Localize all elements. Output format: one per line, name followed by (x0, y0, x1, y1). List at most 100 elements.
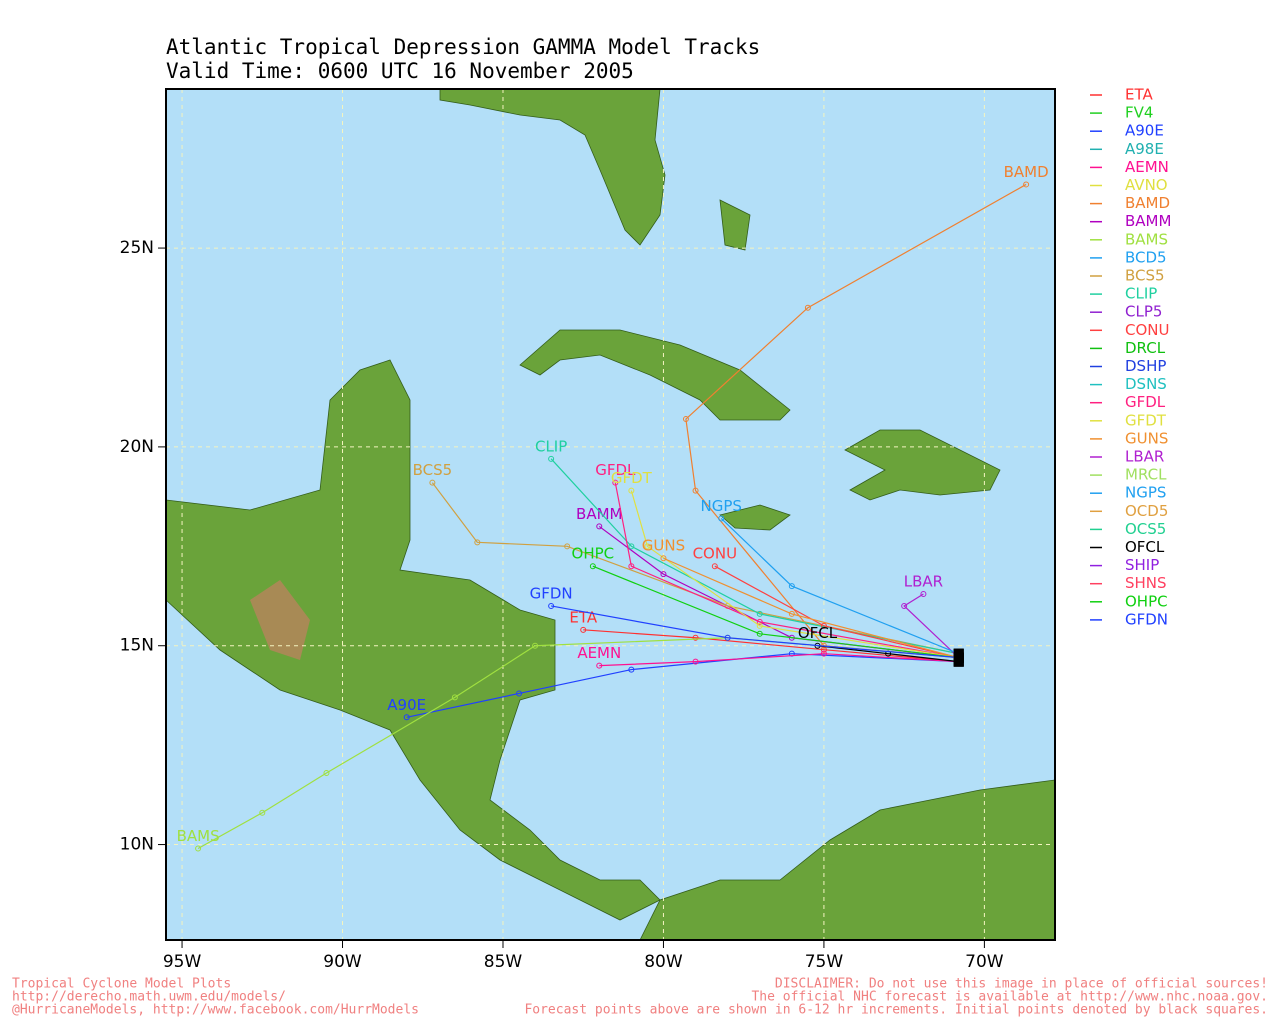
track (406, 653, 959, 718)
forecast-point (756, 630, 763, 637)
legend-label: OCD5 (1125, 502, 1168, 520)
legend-label: BAMM (1125, 212, 1171, 230)
forecast-point (820, 646, 827, 653)
track-label: ETA (569, 608, 597, 626)
forecast-point (1023, 181, 1030, 188)
legend-label: OCS5 (1125, 520, 1166, 538)
legend-label: BCD5 (1125, 248, 1167, 266)
legend-label: DRCL (1125, 339, 1166, 357)
subtitle: Valid Time: 0600 UTC 16 November 2005 (166, 59, 634, 83)
legend-label: AEMN (1125, 158, 1169, 176)
track (614, 482, 959, 659)
initial-point (953, 652, 964, 663)
x-tick-label: 95W (163, 952, 202, 972)
forecast-point (596, 662, 603, 669)
track-label: BAMD (1004, 163, 1049, 181)
forecast-point (660, 571, 667, 578)
forecast-point (711, 563, 718, 570)
legend-label: FV4 (1125, 104, 1153, 122)
track (583, 629, 959, 663)
x-tick-label: 90W (323, 952, 362, 972)
track-label: OHPC (572, 545, 615, 563)
forecast-point (660, 555, 667, 562)
legend-label: OFCL (1125, 538, 1165, 556)
track-label: BAMS (177, 827, 220, 845)
track (551, 605, 959, 659)
legend-label: GFDN (1125, 610, 1168, 628)
forecast-point (580, 626, 587, 633)
x-tick-label: 70W (965, 952, 1004, 972)
legend-label: BAMD (1125, 194, 1170, 212)
footer-right: The official NHC forecast is available a… (751, 990, 1268, 1005)
basemap (166, 89, 1055, 940)
track-label: BAMM (576, 505, 622, 523)
forecast-point (692, 487, 699, 494)
legend-label: AVNO (1125, 176, 1168, 194)
forecast-point (628, 666, 635, 673)
legend-label: NGPS (1125, 484, 1166, 502)
legend-label: A90E (1125, 122, 1164, 140)
track (599, 653, 959, 667)
footer-right: DISCLAIMER: Do not use this image in pla… (775, 977, 1268, 992)
y-tick-label: 20N (120, 437, 154, 457)
track (720, 518, 959, 655)
track-label: GUNS (642, 537, 685, 555)
y-tick-label: 25N (120, 238, 154, 258)
forecast-point (692, 658, 699, 665)
legend-label: MRCL (1125, 466, 1167, 484)
legend-label: CLIP (1125, 285, 1157, 303)
forecast-point (259, 809, 266, 816)
track-label: NGPS (701, 497, 742, 515)
legend-label: SHNS (1125, 574, 1167, 592)
forecast-point (788, 583, 795, 590)
forecast-point (403, 714, 410, 721)
track (431, 482, 959, 655)
forecast-point (820, 622, 827, 629)
forecast-point (804, 304, 811, 311)
forecast-point (718, 515, 725, 522)
forecast-point (612, 479, 619, 486)
legend-label: OHPC (1125, 592, 1168, 610)
legend-label: DSHP (1125, 357, 1166, 375)
forecast-point (820, 650, 827, 657)
legend-label: DSNS (1125, 375, 1167, 393)
forecast-point (756, 622, 763, 629)
forecast-point (564, 543, 571, 550)
forecast-point (682, 416, 689, 423)
track-label: GFDT (611, 469, 653, 487)
forecast-point (901, 602, 908, 609)
legend-label: LBAR (1125, 448, 1164, 466)
legend-label: CONU (1125, 321, 1169, 339)
track-label: CLIP (535, 437, 567, 455)
y-tick-label: 15N (120, 636, 154, 656)
legend-label: ETA (1125, 86, 1153, 104)
forecast-point (724, 634, 731, 641)
x-tick-label: 85W (484, 952, 523, 972)
x-tick-label: 80W (644, 952, 683, 972)
track (592, 565, 959, 659)
track (817, 645, 959, 663)
forecast-point (532, 642, 539, 649)
forecast-point (323, 769, 330, 776)
legend-label: GFDL (1125, 393, 1166, 411)
forecast-point (195, 845, 202, 852)
forecast-point (628, 487, 635, 494)
legend-label: GFDT (1125, 411, 1167, 429)
legend-label: A98E (1125, 140, 1164, 158)
legend-label: CLP5 (1125, 303, 1162, 321)
y-tick-label: 10N (120, 835, 154, 855)
track (663, 557, 959, 659)
forecast-point (548, 602, 555, 609)
legend-label: SHIP (1125, 556, 1159, 574)
forecast-point (628, 543, 635, 550)
track-label: LBAR (904, 573, 943, 591)
track-label: GFDN (530, 584, 573, 602)
track-label: AEMN (577, 644, 621, 662)
forecast-point (429, 479, 436, 486)
forecast-point (451, 694, 458, 701)
footer-left: Tropical Cyclone Model Plots (12, 977, 231, 992)
track (630, 490, 959, 659)
forecast-point (756, 618, 763, 625)
track-label: OFCL (798, 624, 838, 642)
